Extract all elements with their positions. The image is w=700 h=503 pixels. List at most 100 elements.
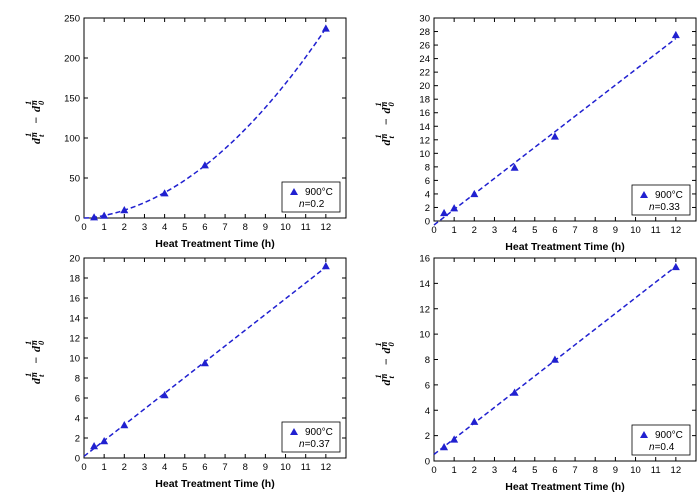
y-tick-label: 16	[69, 294, 80, 305]
x-tick-label: 5	[182, 462, 187, 473]
y-tick-label: 14	[419, 279, 430, 290]
data-point	[550, 132, 559, 140]
y-tick-label: 18	[419, 95, 430, 106]
legend-box	[631, 424, 691, 456]
data-point	[550, 355, 559, 363]
y-tick-label: 0	[75, 454, 80, 465]
y-tick-label: 4	[425, 189, 430, 200]
data-point	[450, 435, 459, 443]
x-axis-title: Heat Treatment Time (h)	[505, 241, 624, 253]
legend-marker	[290, 188, 298, 195]
legend-marker	[290, 428, 298, 435]
y-title-d0: d	[29, 345, 43, 352]
x-tick-label: 12	[671, 465, 682, 476]
legend-series-name: 900°C	[655, 190, 683, 201]
y-tick-label: 16	[419, 254, 430, 265]
x-tick-label: 1	[102, 222, 107, 233]
y-title-exp-den-2: n	[379, 342, 389, 347]
x-tick-label: 9	[263, 462, 268, 473]
y-tick-label: 12	[419, 135, 430, 146]
data-point	[470, 189, 479, 198]
y-tick-label: 10	[69, 354, 80, 365]
y-title-d0: d	[29, 105, 43, 112]
data-point	[200, 161, 209, 169]
plot-panel-2: 0 1 2 3 4 5 6 7 8 9 10 11 12024681012141618202224262…	[373, 14, 697, 253]
data-point	[100, 211, 109, 219]
x-tick-label: 6	[552, 465, 557, 476]
y-title-minus: −	[29, 357, 43, 364]
y-tick-label: 12	[69, 334, 80, 345]
y-tick-label: 14	[69, 314, 80, 325]
legend-n-number: =0.37	[305, 439, 331, 450]
plot-frame	[83, 17, 347, 219]
x-tick-label: 4	[512, 225, 517, 236]
y-tick-label: 12	[419, 304, 430, 315]
y-title-exp-num-2: 1	[23, 341, 33, 345]
legend-n-symbol: n	[649, 202, 655, 213]
y-tick-label: 2	[425, 203, 430, 214]
y-tick-label: 10	[419, 330, 430, 341]
legend-series-name: 900°C	[305, 187, 333, 198]
y-title-sub-0: 0	[36, 340, 46, 345]
legend-n-symbol: n	[299, 199, 305, 210]
y-title-d: d	[29, 377, 43, 384]
x-tick-label: 12	[321, 222, 332, 233]
x-tick-label: 8	[593, 225, 598, 236]
x-tick-label: 2	[122, 462, 127, 473]
x-tick-label: 10	[280, 222, 291, 233]
y-tick-label: 28	[419, 27, 430, 38]
y-title-exp-den: n	[379, 374, 389, 379]
y-title-sub-0: 0	[36, 100, 46, 105]
y-tick-label: 8	[75, 374, 80, 385]
y-tick-label: 14	[419, 122, 430, 133]
y-title-exp-den: n	[379, 134, 389, 139]
y-tick-label: 200	[64, 54, 80, 65]
y-tick-label: 6	[425, 380, 430, 391]
y-tick-label: 4	[425, 406, 430, 417]
x-tick-label: 0	[81, 462, 86, 473]
legend: 900°Cn=0.4	[631, 424, 691, 456]
x-tick-label: 8	[593, 465, 598, 476]
y-title-minus: −	[29, 117, 43, 124]
y-tick-label: 0	[425, 457, 430, 468]
x-tick-label: 5	[532, 225, 537, 236]
x-tick-label: 12	[321, 462, 332, 473]
x-tick-label: 5	[182, 222, 187, 233]
y-tick-label: 250	[64, 14, 80, 25]
x-tick-label: 9	[263, 222, 268, 233]
y-tick-label: 150	[64, 94, 80, 105]
y-title-exp-num: 1	[23, 373, 33, 377]
legend-n-symbol: n	[649, 442, 655, 453]
x-tick-label: 11	[651, 465, 661, 476]
x-axis-title: Heat Treatment Time (h)	[505, 481, 624, 493]
data-point	[510, 388, 519, 396]
data-point	[120, 206, 129, 214]
y-tick-label: 0	[75, 214, 80, 225]
y-title-sub-t: t	[36, 374, 46, 377]
x-tick-label: 7	[572, 225, 577, 236]
data-point	[160, 391, 169, 399]
x-tick-label: 10	[280, 462, 291, 473]
data-point	[671, 262, 680, 271]
x-tick-label: 10	[630, 225, 641, 236]
x-tick-label: 2	[122, 222, 127, 233]
y-tick-label: 30	[419, 14, 430, 25]
legend: 900°Cn=0.37	[281, 421, 341, 453]
x-tick-label: 3	[492, 465, 497, 476]
legend-series-name: 900°C	[305, 427, 333, 438]
legend-n-number: =0.33	[655, 202, 681, 213]
y-tick-label: 8	[425, 162, 430, 173]
y-title-d0: d	[379, 107, 393, 114]
y-title-exp-den: n	[29, 372, 39, 377]
x-tick-label: 0	[81, 222, 86, 233]
y-tick-label: 24	[419, 54, 430, 65]
y-tick-label: 20	[419, 81, 430, 92]
x-tick-label: 7	[572, 465, 577, 476]
data-point	[671, 30, 680, 39]
x-tick-label: 4	[512, 465, 517, 476]
y-tick-label: 100	[64, 134, 80, 145]
data-point	[90, 442, 99, 450]
y-title-exp-den: n	[29, 132, 39, 137]
